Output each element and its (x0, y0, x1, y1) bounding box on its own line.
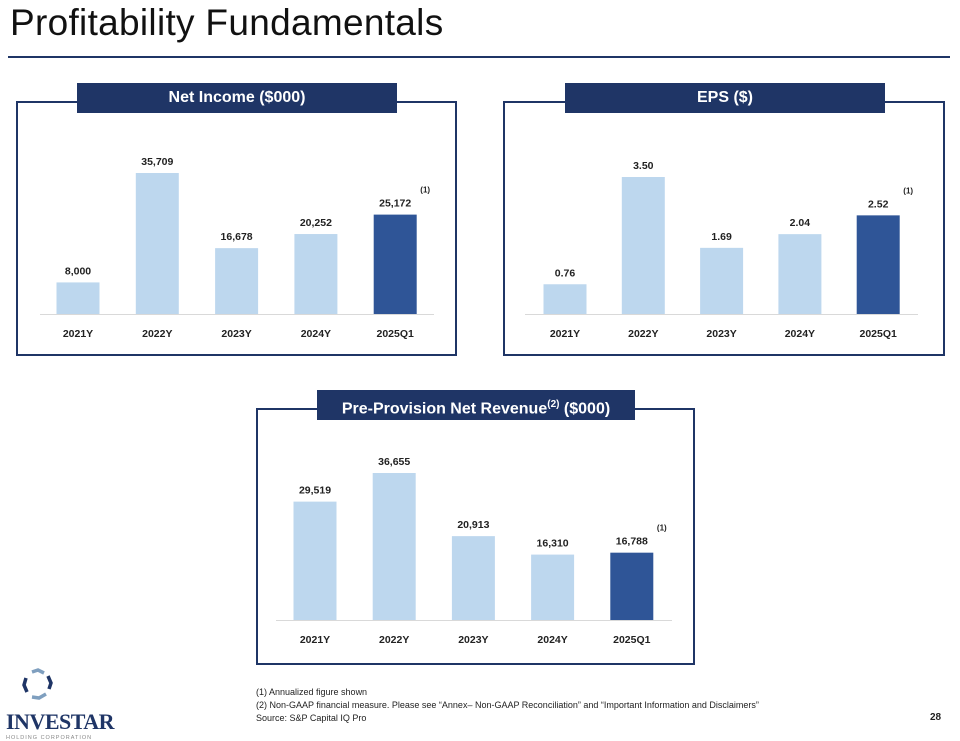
source-note: Source: S&P Capital IQ Pro (256, 713, 367, 723)
chart1-tick-label: 2023Y (221, 328, 251, 340)
chart2-data-label: 1.69 (711, 231, 732, 243)
chart2-data-label: 2.52 (868, 198, 889, 210)
chart3-bar-2024Y (531, 554, 575, 620)
chart2-tick-label: 2024Y (785, 328, 815, 340)
chart1-bar-2025Q1 (373, 214, 417, 314)
chart1-tick-label: 2025Q1 (377, 328, 415, 340)
chart2-tick-label: 2025Q1 (860, 328, 898, 340)
chart2-data-label: 3.50 (633, 160, 654, 172)
chart3-tick-label: 2022Y (379, 634, 409, 646)
ppnr-title-suffix: ($000) (559, 400, 611, 418)
logo-subtitle: HOLDING CORPORATION (6, 735, 93, 741)
chart1-data-label: 35,709 (141, 156, 173, 168)
chart2-bar-2025Q1 (856, 215, 900, 314)
chart1-data-label: 16,678 (221, 231, 253, 243)
chart2-tick-label: 2022Y (628, 328, 658, 340)
chart3-bar-2021Y (293, 501, 337, 620)
page-title: Profitability Fundamentals (10, 2, 444, 43)
chart1-bar-2024Y (294, 234, 338, 314)
chart3-tick-label: 2023Y (458, 634, 488, 646)
chart2-tick-label: 2023Y (706, 328, 736, 340)
chart2-tick-label: 2021Y (550, 328, 580, 340)
chart1-bar-2023Y (215, 248, 259, 314)
chart3-data-label: 36,655 (378, 456, 410, 468)
chart1-data-label: 20,252 (300, 217, 332, 229)
chart1-bar-2022Y (135, 173, 179, 314)
logo-wordmark: INVESTAR (6, 709, 115, 734)
chart3-data-label: 16,788 (616, 536, 648, 548)
chart3-bar-2023Y (451, 536, 495, 620)
chart3-data-label: 16,310 (537, 538, 569, 550)
chart3-tick-label: 2021Y (300, 634, 330, 646)
chart1-footnote-marker: (1) (420, 186, 430, 195)
chart1-tick-label: 2022Y (142, 328, 172, 340)
net-income-header: Net Income ($000) (77, 83, 397, 113)
chart2-bar-2022Y (621, 177, 665, 314)
ppnr-title-sup: (2) (547, 399, 560, 410)
ppnr-header: Pre-Provision Net Revenue(2) ($000) (317, 390, 635, 420)
chart2-bar-2023Y (700, 247, 744, 314)
chart1-data-label: 8,000 (65, 265, 91, 277)
chart3-data-label: 29,519 (299, 485, 331, 497)
chart3-tick-label: 2024Y (537, 634, 567, 646)
chart2-footnote-marker: (1) (903, 186, 913, 195)
chart1-tick-label: 2024Y (301, 328, 331, 340)
logo-star-icon (22, 668, 53, 700)
eps-header: EPS ($) (565, 83, 885, 113)
chart2-bar-2024Y (778, 234, 822, 314)
chart2-data-label: 0.76 (555, 267, 576, 279)
chart1-bar-2021Y (56, 282, 100, 314)
chart1-data-label: 25,172 (379, 198, 411, 210)
page-number: 28 (930, 712, 942, 723)
chart3-tick-label: 2025Q1 (613, 634, 651, 646)
chart3-data-label: 20,913 (457, 519, 489, 531)
chart1-tick-label: 2021Y (63, 328, 93, 340)
chart2-data-label: 2.04 (790, 217, 811, 229)
chart3-footnote-marker: (1) (657, 524, 667, 533)
footnotes: (1) Annualized figure shown (2) Non-GAAP… (256, 686, 759, 725)
title-rule (8, 56, 950, 58)
ppnr-title: Pre-Provision Net Revenue (341, 400, 548, 418)
investar-logo: INVESTAR HOLDING CORPORATION (6, 668, 115, 741)
footnote-2: (2) Non-GAAP financial measure. Please s… (256, 700, 759, 710)
chart3-bar-2022Y (372, 473, 416, 620)
chart3-bar-2025Q1 (610, 552, 654, 620)
chart2-bar-2021Y (543, 284, 587, 314)
footnote-1: (1) Annualized figure shown (256, 687, 368, 697)
